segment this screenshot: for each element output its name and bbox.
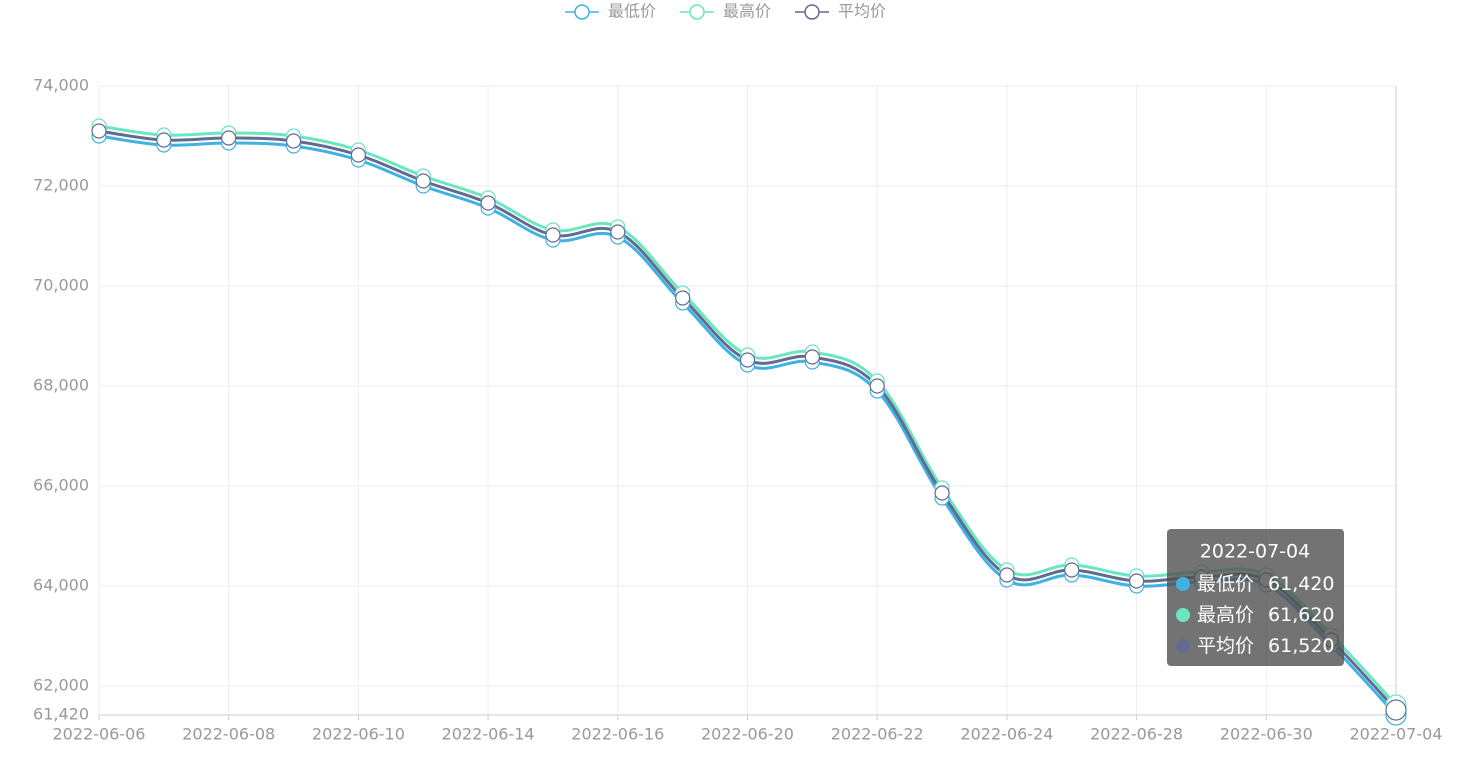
x-tick-label: 2022-06-06 [53,725,146,744]
tooltip-name: 最低价 [1197,573,1254,595]
tooltip-dot [1176,577,1190,591]
tooltip-box [1167,529,1344,666]
point [415,173,431,189]
point [91,123,107,139]
legend-marker [804,4,820,20]
point [675,290,691,306]
tooltip-dot [1176,608,1190,622]
point [221,130,237,146]
x-tick-label: 2022-06-14 [442,725,535,744]
tooltip-name: 最高价 [1197,604,1254,626]
legend-marker [574,4,590,20]
point [739,352,756,368]
point [804,349,820,365]
y-tick-label: 66,000 [33,476,89,495]
y-tick-label: 64,000 [33,576,89,595]
legend-label: 平均价 [838,2,886,21]
y-tick-label: 70,000 [33,276,89,295]
point [285,133,302,149]
tooltip-name: 平均价 [1197,635,1254,657]
tooltip: 2022-07-04 最低价 61,420 最高价 61,620 平均价 61,520 [1167,529,1344,666]
x-tick-label: 2022-06-08 [182,725,275,744]
point [1128,573,1145,589]
x-tick-label: 2022-06-20 [701,725,794,744]
x-tick-label: 2022-06-30 [1220,725,1313,744]
x-tick-label: 2022-06-24 [960,725,1053,744]
point [1385,699,1407,721]
point [934,485,950,501]
point [1064,562,1080,578]
y-tick-label: 62,000 [33,676,89,695]
point [156,132,172,148]
tooltip-title: 2022-07-04 [1200,541,1310,563]
tooltip-value: 61,420 [1268,573,1334,595]
point [999,567,1015,583]
point [350,147,366,163]
y-tick-label: 74,000 [33,76,89,95]
x-tick-label: 2022-07-04 [1350,725,1443,744]
tooltip-row: 最低价 61,420 [1197,573,1335,595]
tooltip-value: 61,520 [1268,635,1334,657]
legend-label: 最高价 [723,2,771,21]
x-tick-label: 2022-06-16 [571,725,664,744]
point [610,224,626,240]
x-tick-label: 2022-06-22 [831,725,924,744]
point [545,227,561,243]
x-tick-label: 2022-06-10 [312,725,405,744]
tooltip-dot [1176,639,1190,653]
tooltip-row: 平均价 61,520 [1197,635,1335,657]
point [869,378,885,394]
point [480,195,496,211]
x-tick-label: 2022-06-28 [1090,725,1183,744]
tooltip-value: 61,620 [1268,604,1334,626]
tooltip-row: 最高价 61,620 [1197,604,1335,626]
legend-label: 最低价 [608,2,656,21]
y-tick-label: 72,000 [33,176,89,195]
legend-marker [689,4,705,20]
y-tick-label: 68,000 [33,376,89,395]
y-tick-label: 61,420 [33,705,89,724]
